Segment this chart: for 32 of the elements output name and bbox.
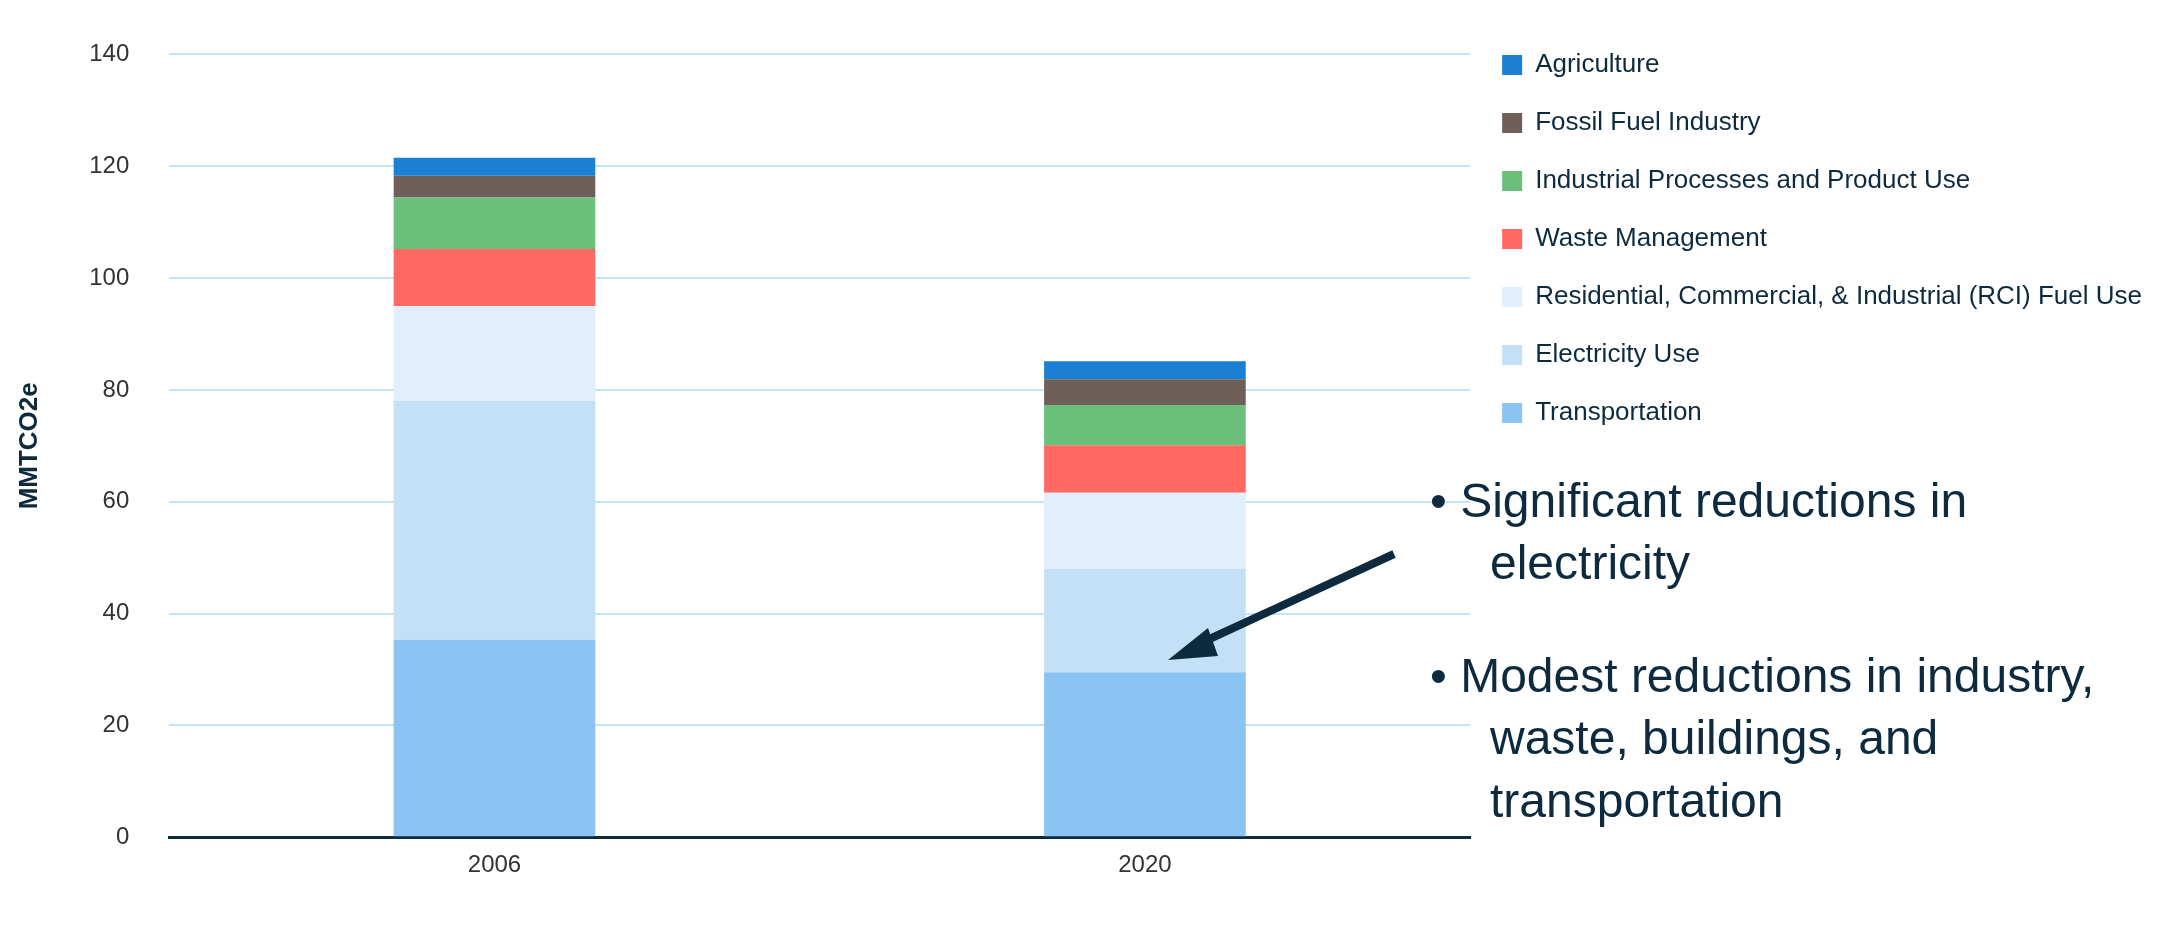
bar — [1044, 492, 1246, 569]
bar — [393, 639, 596, 837]
legend-label: Electricity Use — [1535, 338, 1700, 369]
legend-label: Agriculture — [1535, 48, 1660, 79]
bar — [1044, 445, 1246, 493]
legend-label: Industrial Processes and Product Use — [1535, 164, 1971, 195]
bar — [393, 197, 596, 249]
bar — [1044, 379, 1246, 405]
bar — [1044, 361, 1246, 380]
y-tick-label: 100 — [89, 262, 130, 290]
y-tick-label: 0 — [115, 821, 130, 849]
legend-label: Residential, Commercial, & Industrial (RCI) Fuel Use — [1535, 280, 2143, 311]
bar — [1044, 404, 1246, 446]
legend-label: Transportation — [1535, 396, 1702, 427]
bar — [1044, 672, 1246, 837]
y-tick-label: 40 — [102, 598, 130, 626]
x-tick-label: 2020 — [1118, 850, 1172, 878]
annotation: • Significant reductions in electricity — [1430, 473, 1969, 592]
bar — [393, 306, 596, 402]
y-tick-label: 140 — [89, 39, 130, 67]
bar — [393, 248, 596, 307]
bar — [393, 175, 596, 198]
legend-label: Waste Management — [1535, 222, 1768, 253]
y-tick-label: 80 — [102, 374, 130, 402]
y-tick-label: 120 — [89, 150, 130, 178]
y-tick-label: 60 — [102, 486, 130, 514]
legend-label: Fossil Fuel Industry — [1535, 106, 1761, 137]
bar — [393, 157, 596, 176]
y-tick-label: 20 — [102, 710, 130, 737]
y-axis-title: MMTCO2e — [12, 382, 43, 510]
annotation: • Modest reductions in industry, waste, buildings, and transportation — [1430, 647, 2096, 829]
x-tick-label: 2006 — [467, 850, 522, 878]
